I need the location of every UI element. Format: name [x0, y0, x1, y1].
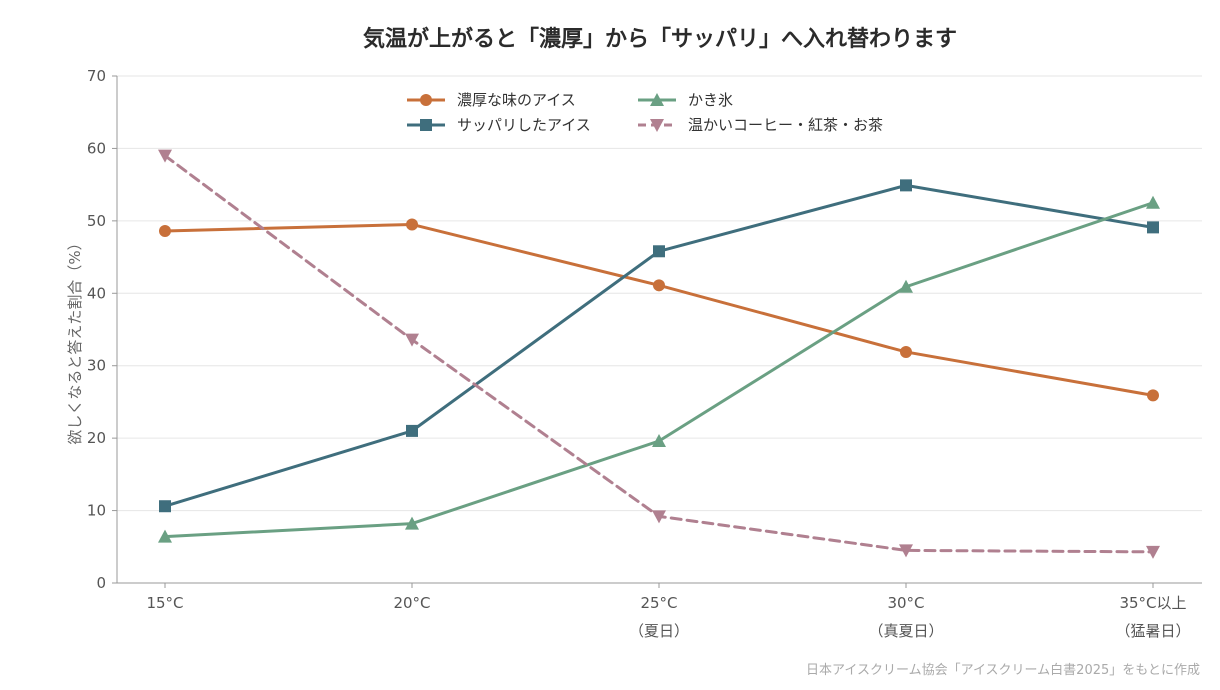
legend-swatch-marker: [420, 119, 432, 131]
legend-swatch-marker: [420, 94, 432, 106]
data-point: [653, 245, 665, 258]
legend-swatch-marker: [650, 93, 664, 106]
x-tick-label: 35°C以上: [1119, 594, 1186, 612]
data-point: [1146, 545, 1160, 559]
data-point: [899, 544, 913, 558]
source-note: 日本アイスクリーム協会「アイスクリーム白書2025」をもとに作成: [806, 662, 1200, 678]
data-point: [652, 510, 666, 524]
series-group: [159, 179, 1159, 513]
y-tick-label: 70: [87, 67, 106, 85]
y-tick-label: 10: [87, 502, 106, 520]
x-tick-label: 30°C: [887, 594, 924, 612]
data-point: [158, 529, 172, 543]
series: [158, 149, 1160, 559]
data-point: [652, 434, 666, 448]
data-point: [900, 179, 912, 192]
y-tick-label: 40: [87, 284, 106, 302]
y-axis-label: 欲しくなると答えた割合（%）: [66, 235, 84, 444]
gridlines: [117, 75, 1202, 512]
y-tick-label: 0: [96, 574, 106, 592]
legend-item: 温かいコーヒー・紅茶・お茶: [638, 116, 883, 134]
legend-item: 濃厚な味のアイス: [407, 91, 576, 109]
series-group: [158, 149, 1160, 559]
x-tick-label: 20°C: [393, 594, 430, 612]
data-point: [159, 500, 171, 513]
legend-label: サッパリしたアイス: [457, 116, 591, 134]
legend-label: かき氷: [688, 91, 733, 109]
y-tick-label: 20: [87, 429, 106, 447]
data-point: [406, 424, 418, 437]
data-point: [159, 224, 171, 237]
y-tick-label: 30: [87, 357, 106, 375]
y-tick-label: 60: [87, 139, 106, 157]
legend-label: 濃厚な味のアイス: [457, 91, 576, 109]
chart-title: 気温が上がると「濃厚」から「サッパリ」へ入れ替わります: [363, 26, 957, 52]
x-tick-sublabel: （猛暑日）: [1115, 622, 1190, 640]
y-tick-label: 50: [87, 212, 106, 230]
data-point: [653, 279, 665, 292]
x-tick-label: 15°C: [146, 594, 183, 612]
axes: 0 10 20 30 40 50 60 70 15°C 20°C 25°C （夏日） 30°C （真夏日）…: [87, 67, 1202, 640]
data-point: [900, 345, 912, 358]
series-group: [159, 218, 1159, 402]
data-point: [405, 516, 419, 530]
data-point: [1147, 221, 1159, 234]
legend-item: かき氷: [638, 91, 733, 109]
series-group: [158, 195, 1160, 543]
legend-item: サッパリしたアイス: [407, 116, 591, 134]
series-line: [163, 183, 1155, 508]
x-tick-sublabel: （真夏日）: [868, 622, 943, 640]
data-point: [899, 279, 913, 293]
x-tick-sublabel: （夏日）: [629, 622, 689, 640]
x-tick-label: 25°C: [640, 594, 677, 612]
data-point: [1147, 389, 1159, 402]
data-point: [406, 218, 418, 231]
legend-swatch-marker: [650, 119, 664, 132]
data-point: [158, 149, 172, 163]
data-point: [405, 333, 419, 347]
legend-label: 温かいコーヒー・紅茶・お茶: [688, 116, 883, 134]
series-line: [163, 154, 1155, 554]
data-point: [1146, 195, 1160, 209]
